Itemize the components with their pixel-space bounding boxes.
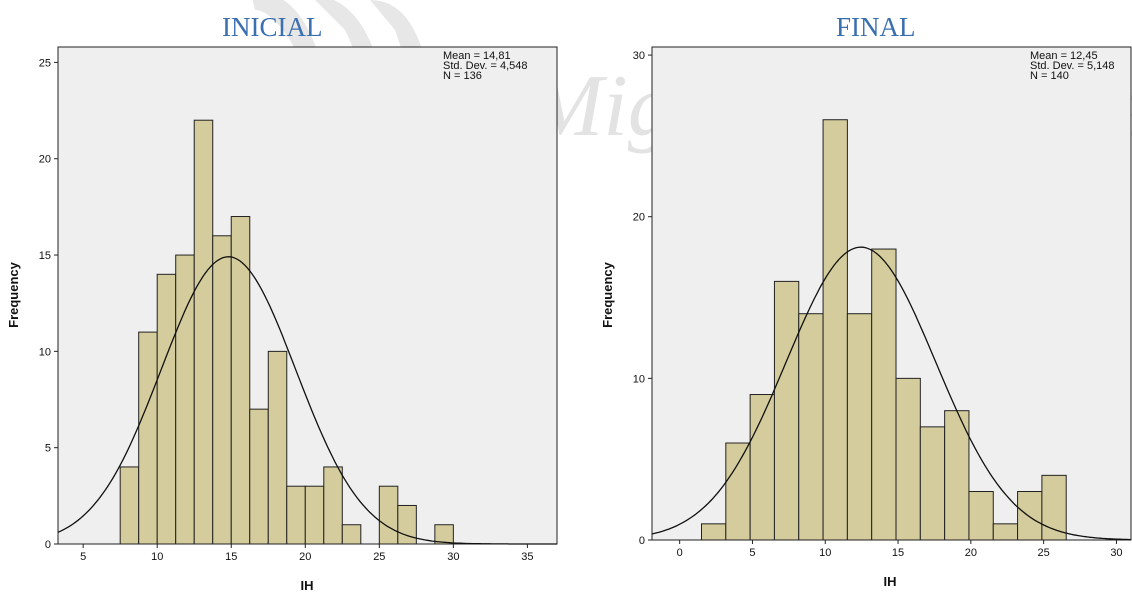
- y-tick-label: 5: [45, 443, 51, 455]
- histogram-bar: [968, 491, 994, 541]
- x-tick-label: 0: [677, 547, 683, 559]
- stats-line: Mean = 14,81: [443, 50, 511, 62]
- y-tick-label: 20: [39, 154, 51, 166]
- histogram-bar: [773, 280, 800, 541]
- x-axis-label: IH: [301, 578, 314, 593]
- x-tick-label: 35: [521, 551, 533, 563]
- y-tick-label: 0: [639, 535, 645, 547]
- chart-title-inicial: INICIAL: [222, 12, 323, 42]
- x-tick-label: 30: [447, 551, 459, 563]
- histogram-bar: [230, 216, 251, 545]
- x-tick-label: 20: [965, 547, 977, 559]
- histogram-bar: [919, 426, 946, 541]
- stats-line: Std. Dev. = 4,548: [443, 60, 528, 72]
- y-tick-label: 25: [39, 57, 51, 69]
- stats-line: Std. Dev. = 5,148: [1030, 60, 1115, 72]
- y-tick-label: 10: [633, 373, 645, 385]
- histogram-bar: [701, 523, 727, 541]
- x-tick-label: 10: [151, 551, 163, 563]
- x-tick-label: 20: [299, 551, 311, 563]
- x-tick-label: 10: [819, 547, 831, 559]
- x-tick-label: 30: [1110, 547, 1122, 559]
- histogram-bar: [822, 119, 848, 541]
- stats-line: Mean = 12,45: [1030, 50, 1098, 62]
- x-tick-label: 5: [749, 547, 755, 559]
- x-tick-label: 15: [892, 547, 904, 559]
- normal-curve: [57, 256, 557, 545]
- histogram-bar: [434, 524, 454, 545]
- chart-title-final: FINAL: [836, 12, 916, 42]
- histogram-bar: [725, 442, 751, 541]
- y-tick-label: 30: [633, 50, 645, 62]
- histogram-bar: [1041, 474, 1067, 541]
- y-tick-label: 20: [633, 212, 645, 224]
- histogram-bar: [323, 466, 343, 545]
- y-tick-label: 15: [39, 250, 51, 262]
- x-tick-label: 15: [225, 551, 237, 563]
- stats-line: N = 140: [1030, 70, 1069, 82]
- histogram-bar: [895, 377, 921, 541]
- histogram-bar: [1017, 491, 1043, 541]
- histogram-bar: [944, 410, 970, 541]
- histogram-bar: [871, 248, 897, 541]
- stats-line: N = 136: [443, 70, 482, 82]
- histogram-bar: [798, 313, 824, 541]
- histogram-bar: [992, 523, 1019, 541]
- y-axis-label: Frequency: [600, 261, 615, 328]
- x-tick-label: 25: [373, 551, 385, 563]
- y-tick-label: 0: [45, 539, 51, 551]
- y-axis-label: Frequency: [6, 261, 21, 328]
- y-tick-label: 10: [39, 346, 51, 358]
- normal-curve: [651, 246, 1132, 541]
- histogram-bar: [341, 524, 362, 545]
- x-tick-label: 25: [1038, 547, 1050, 559]
- histogram-bar: [267, 350, 288, 545]
- x-axis-label: IH: [884, 574, 897, 589]
- x-tick-label: 5: [80, 551, 86, 563]
- histogram-bar: [846, 313, 873, 541]
